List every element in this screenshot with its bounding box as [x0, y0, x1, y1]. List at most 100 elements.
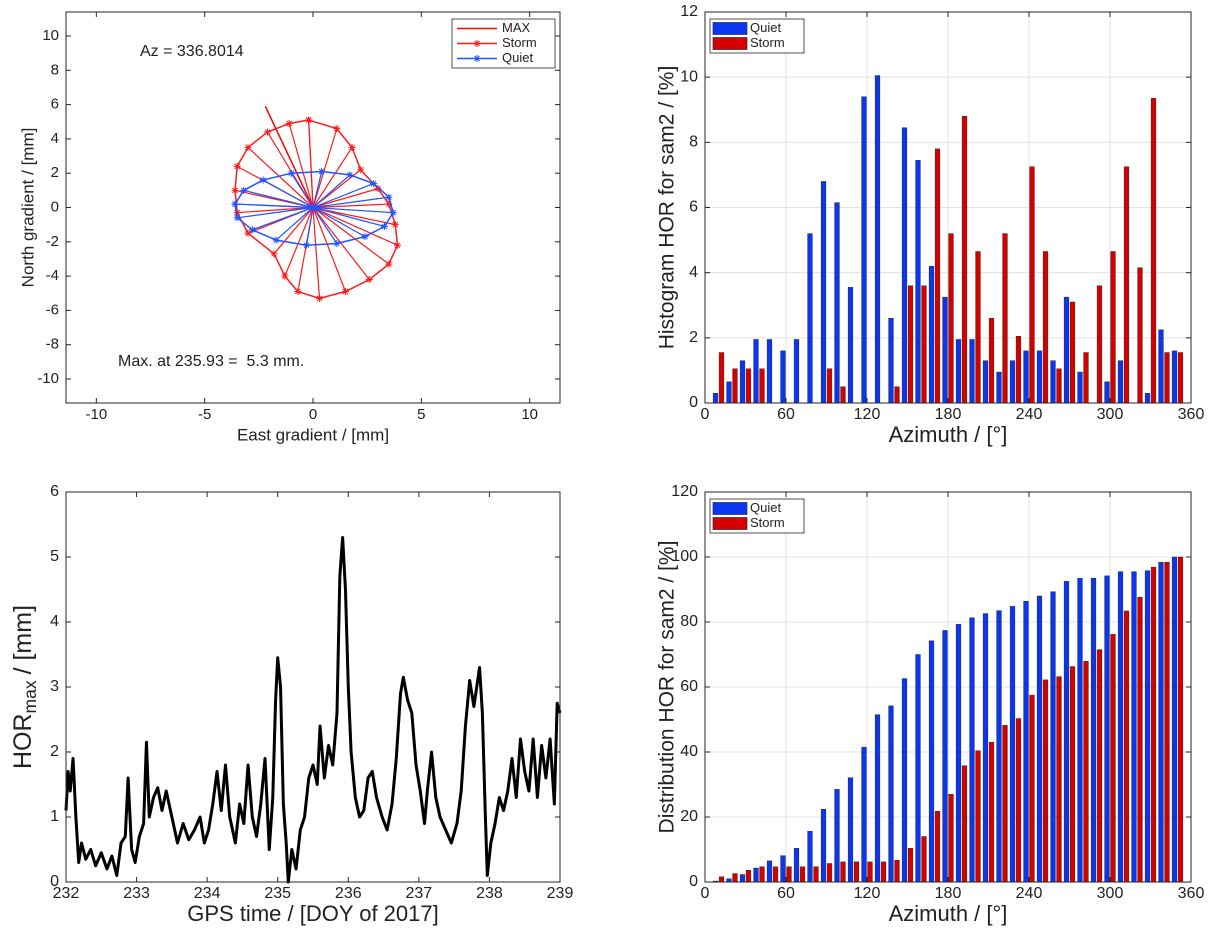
annotation: Max. at 235.93 = 5.3 mm.	[118, 353, 304, 370]
x-tick-label: 239	[547, 885, 574, 902]
x-tick-label: 232	[53, 885, 80, 902]
y-tick-label: -2	[46, 233, 59, 250]
legend-label: Storm	[750, 35, 785, 50]
marker	[346, 171, 354, 179]
bar	[753, 867, 759, 883]
y-tick-label: -8	[46, 336, 59, 353]
bar	[840, 386, 846, 404]
marker	[316, 294, 323, 302]
y-tick-label: 2	[689, 329, 698, 346]
x-tick-label: 120	[854, 885, 881, 902]
bar	[1029, 694, 1035, 883]
spoke	[234, 203, 314, 209]
x-tick-label: 234	[194, 885, 221, 902]
bar	[1110, 251, 1116, 404]
bar	[961, 765, 968, 883]
y-axis-label-sub: max	[20, 680, 40, 713]
bar	[847, 777, 854, 883]
y-tick-label: 4	[689, 264, 698, 281]
marker	[244, 229, 252, 237]
marker	[244, 143, 252, 151]
y-tick-label: 1	[50, 808, 59, 825]
bar	[739, 360, 746, 404]
marker	[281, 272, 289, 280]
bar	[786, 866, 792, 883]
bar	[1171, 350, 1178, 404]
bar	[753, 339, 759, 404]
bar	[982, 613, 989, 883]
bar	[1104, 381, 1110, 404]
bar	[1056, 368, 1062, 404]
bar	[861, 746, 867, 883]
legend-swatch	[712, 22, 748, 35]
bar	[894, 386, 900, 404]
bar	[726, 381, 732, 404]
marker	[231, 186, 239, 194]
bar	[888, 318, 894, 404]
bar	[807, 831, 813, 883]
x-tick-label: 60	[777, 885, 795, 902]
marker	[285, 119, 293, 127]
bar	[901, 127, 908, 404]
spoke	[252, 206, 314, 231]
y-tick-label: -10	[37, 370, 59, 387]
axes-frame	[65, 11, 561, 404]
bar	[718, 876, 725, 883]
bar	[1083, 661, 1089, 883]
y-tick-label: 6	[51, 96, 59, 113]
bar	[955, 339, 962, 404]
y-tick-label: 0	[50, 873, 59, 890]
x-axis-label: Azimuth / [°]	[889, 422, 1008, 447]
marker	[259, 176, 267, 184]
y-tick-label: 60	[680, 678, 698, 695]
bar	[1077, 577, 1083, 883]
bar	[1144, 393, 1151, 404]
bar	[888, 705, 894, 883]
y-axis-label: Distribution HOR for sam2 / [%]	[656, 541, 679, 834]
axes-frame	[704, 11, 1192, 404]
legend-label: Storm	[750, 515, 785, 530]
bar	[780, 855, 786, 883]
spoke	[312, 171, 323, 208]
marker	[370, 179, 378, 187]
bar	[942, 630, 948, 883]
bar	[894, 860, 900, 883]
bar	[901, 678, 908, 883]
bar	[1164, 352, 1170, 404]
bar	[996, 610, 1002, 883]
spoke	[275, 207, 314, 241]
bar	[1150, 98, 1157, 404]
bar	[1015, 718, 1022, 883]
x-tick-label: -10	[85, 406, 107, 423]
bar	[766, 860, 773, 883]
x-tick-label: 240	[1016, 885, 1043, 902]
spoke	[312, 206, 385, 227]
bar	[975, 251, 981, 404]
bar	[1117, 360, 1124, 404]
bar	[1009, 360, 1016, 404]
x-tick-label: 60	[777, 406, 795, 423]
bar	[988, 742, 995, 883]
axes-frame	[704, 491, 1192, 883]
x-tick-label: 238	[476, 885, 503, 902]
marker	[233, 209, 241, 217]
y-tick-label: 100	[671, 548, 698, 565]
bar	[772, 866, 779, 883]
marker	[233, 214, 241, 222]
y-tick-label: -4	[46, 267, 59, 284]
y-tick-label: 4	[51, 130, 59, 147]
bar	[975, 750, 981, 883]
legend-swatch	[712, 37, 748, 50]
spoke	[312, 206, 398, 246]
bar	[1042, 679, 1049, 883]
marker	[264, 128, 271, 136]
marker	[231, 200, 239, 208]
bar	[955, 624, 962, 883]
marker	[342, 288, 349, 296]
marker	[248, 226, 256, 234]
spoke	[284, 207, 314, 277]
bar	[1110, 634, 1116, 883]
bar	[813, 866, 819, 883]
bar	[1050, 360, 1056, 404]
bar	[1158, 562, 1164, 883]
